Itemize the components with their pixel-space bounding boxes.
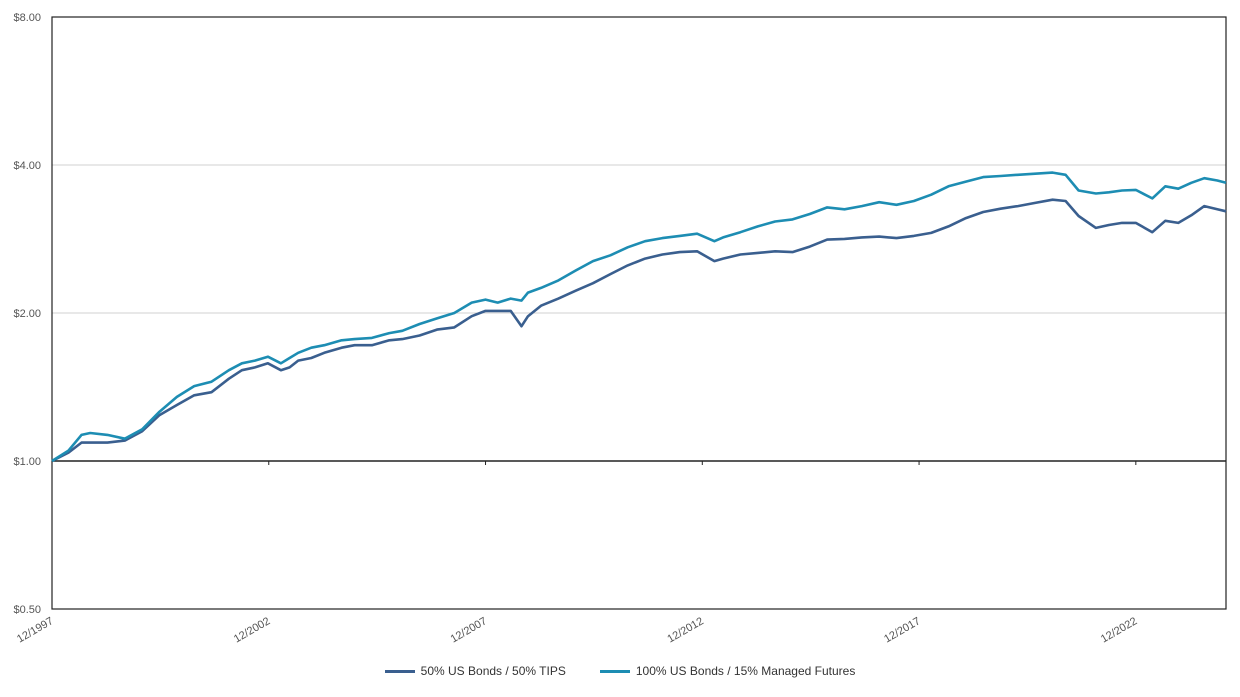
legend-label-series-1: 50% US Bonds / 50% TIPS bbox=[420, 664, 566, 678]
series-lines bbox=[51, 171, 1227, 463]
x-tick-label: 12/2022 bbox=[1099, 615, 1139, 645]
series-line-1 bbox=[51, 198, 1227, 463]
plot-frame bbox=[51, 16, 1227, 610]
x-tick-label: 12/2012 bbox=[665, 615, 705, 645]
legend-label-series-2: 100% US Bonds / 15% Managed Futures bbox=[635, 664, 856, 678]
chart: $8.00 $4.00 $2.00 $1.00 $0.50 12/1997 12/2002… bbox=[13, 12, 1227, 645]
gridlines bbox=[52, 164, 1226, 314]
x-tick-label: 12/1997 bbox=[15, 615, 55, 645]
y-tick-label: $0.50 bbox=[13, 604, 41, 616]
y-tick-label: $8.00 bbox=[13, 12, 41, 24]
x-tick-label: 12/2007 bbox=[449, 615, 489, 645]
y-tick-label: $2.00 bbox=[13, 308, 41, 320]
x-axis: 12/1997 12/2002 12/2007 12/2012 12/2017 12/20… bbox=[15, 461, 1139, 645]
legend-item-series-1: 50% US Bonds / 50% TIPS bbox=[384, 664, 566, 678]
y-tick-label: $4.00 bbox=[13, 160, 41, 172]
y-tick-label: $1.00 bbox=[13, 456, 41, 468]
legend-item-series-2: 100% US Bonds / 15% Managed Futures bbox=[599, 664, 856, 678]
x-tick-label: 12/2002 bbox=[232, 615, 272, 645]
legend-swatch-series-1 bbox=[384, 669, 415, 673]
y-axis: $8.00 $4.00 $2.00 $1.00 $0.50 bbox=[13, 12, 41, 616]
x-tick-label: 12/2017 bbox=[882, 615, 922, 645]
legend-swatch-series-2 bbox=[599, 669, 630, 673]
legend: 50% US Bonds / 50% TIPS 100% US Bonds / … bbox=[0, 664, 1240, 678]
series-line-2 bbox=[51, 171, 1227, 463]
